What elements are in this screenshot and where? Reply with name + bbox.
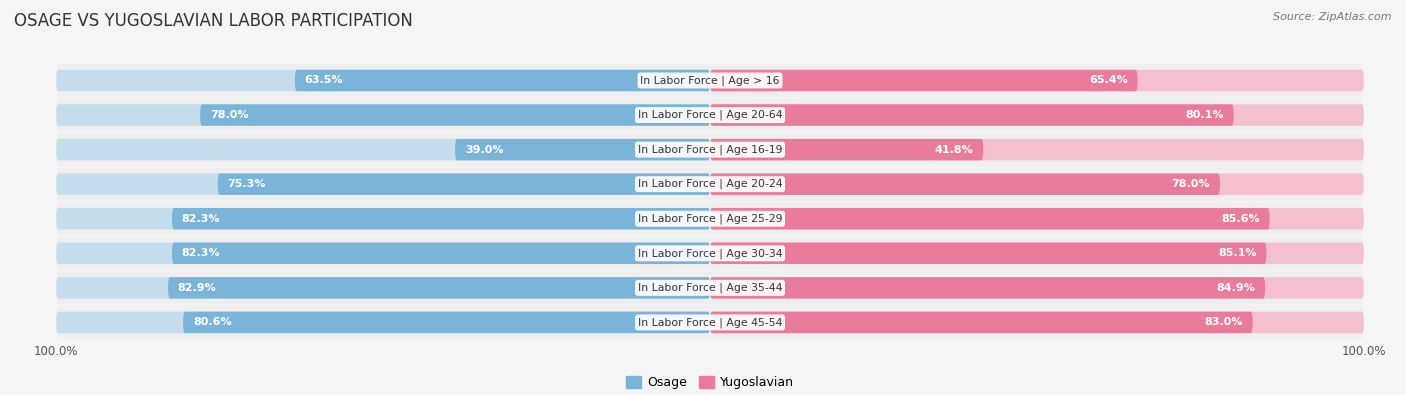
Legend: Osage, Yugoslavian: Osage, Yugoslavian bbox=[620, 371, 800, 394]
FancyBboxPatch shape bbox=[218, 173, 710, 195]
FancyBboxPatch shape bbox=[710, 70, 1137, 91]
FancyBboxPatch shape bbox=[710, 139, 983, 160]
FancyBboxPatch shape bbox=[710, 277, 1265, 299]
Text: In Labor Force | Age 30-34: In Labor Force | Age 30-34 bbox=[638, 248, 782, 259]
Text: In Labor Force | Age 20-24: In Labor Force | Age 20-24 bbox=[638, 179, 782, 190]
Text: 83.0%: 83.0% bbox=[1205, 318, 1243, 327]
FancyBboxPatch shape bbox=[56, 312, 710, 333]
FancyBboxPatch shape bbox=[56, 173, 710, 195]
FancyBboxPatch shape bbox=[710, 312, 1364, 333]
FancyBboxPatch shape bbox=[710, 312, 1253, 333]
FancyBboxPatch shape bbox=[56, 64, 1364, 97]
Text: OSAGE VS YUGOSLAVIAN LABOR PARTICIPATION: OSAGE VS YUGOSLAVIAN LABOR PARTICIPATION bbox=[14, 12, 413, 30]
FancyBboxPatch shape bbox=[56, 208, 710, 229]
Text: 80.6%: 80.6% bbox=[193, 318, 232, 327]
Text: In Labor Force | Age 35-44: In Labor Force | Age 35-44 bbox=[638, 282, 782, 293]
FancyBboxPatch shape bbox=[169, 277, 710, 299]
Text: 41.8%: 41.8% bbox=[935, 145, 973, 154]
FancyBboxPatch shape bbox=[56, 306, 1364, 339]
Text: 82.9%: 82.9% bbox=[177, 283, 217, 293]
FancyBboxPatch shape bbox=[172, 243, 710, 264]
FancyBboxPatch shape bbox=[56, 98, 1364, 132]
Text: In Labor Force | Age > 16: In Labor Force | Age > 16 bbox=[640, 75, 780, 86]
FancyBboxPatch shape bbox=[183, 312, 710, 333]
FancyBboxPatch shape bbox=[710, 243, 1364, 264]
Text: Source: ZipAtlas.com: Source: ZipAtlas.com bbox=[1274, 12, 1392, 22]
FancyBboxPatch shape bbox=[710, 173, 1220, 195]
Text: 85.1%: 85.1% bbox=[1218, 248, 1257, 258]
Text: In Labor Force | Age 45-54: In Labor Force | Age 45-54 bbox=[638, 317, 782, 328]
FancyBboxPatch shape bbox=[200, 104, 710, 126]
Text: 78.0%: 78.0% bbox=[1171, 179, 1211, 189]
Text: 75.3%: 75.3% bbox=[228, 179, 266, 189]
Text: In Labor Force | Age 25-29: In Labor Force | Age 25-29 bbox=[638, 213, 782, 224]
FancyBboxPatch shape bbox=[56, 133, 1364, 166]
Text: 82.3%: 82.3% bbox=[181, 248, 221, 258]
FancyBboxPatch shape bbox=[56, 104, 710, 126]
FancyBboxPatch shape bbox=[456, 139, 710, 160]
Text: 63.5%: 63.5% bbox=[305, 75, 343, 85]
Text: 84.9%: 84.9% bbox=[1216, 283, 1256, 293]
Text: 82.3%: 82.3% bbox=[181, 214, 221, 224]
FancyBboxPatch shape bbox=[710, 70, 1364, 91]
Text: 78.0%: 78.0% bbox=[209, 110, 249, 120]
Text: 65.4%: 65.4% bbox=[1090, 75, 1128, 85]
Text: 80.1%: 80.1% bbox=[1185, 110, 1223, 120]
FancyBboxPatch shape bbox=[710, 139, 1364, 160]
FancyBboxPatch shape bbox=[56, 70, 710, 91]
FancyBboxPatch shape bbox=[56, 271, 1364, 305]
FancyBboxPatch shape bbox=[56, 243, 710, 264]
FancyBboxPatch shape bbox=[710, 208, 1270, 229]
FancyBboxPatch shape bbox=[710, 104, 1364, 126]
FancyBboxPatch shape bbox=[56, 237, 1364, 270]
FancyBboxPatch shape bbox=[56, 277, 710, 299]
Text: In Labor Force | Age 16-19: In Labor Force | Age 16-19 bbox=[638, 144, 782, 155]
Text: In Labor Force | Age 20-64: In Labor Force | Age 20-64 bbox=[638, 110, 782, 120]
FancyBboxPatch shape bbox=[710, 104, 1233, 126]
FancyBboxPatch shape bbox=[56, 202, 1364, 235]
FancyBboxPatch shape bbox=[56, 139, 710, 160]
FancyBboxPatch shape bbox=[710, 243, 1267, 264]
Text: 39.0%: 39.0% bbox=[465, 145, 503, 154]
FancyBboxPatch shape bbox=[172, 208, 710, 229]
FancyBboxPatch shape bbox=[56, 167, 1364, 201]
FancyBboxPatch shape bbox=[710, 277, 1364, 299]
Text: 85.6%: 85.6% bbox=[1222, 214, 1260, 224]
FancyBboxPatch shape bbox=[710, 208, 1364, 229]
FancyBboxPatch shape bbox=[710, 173, 1364, 195]
FancyBboxPatch shape bbox=[295, 70, 710, 91]
